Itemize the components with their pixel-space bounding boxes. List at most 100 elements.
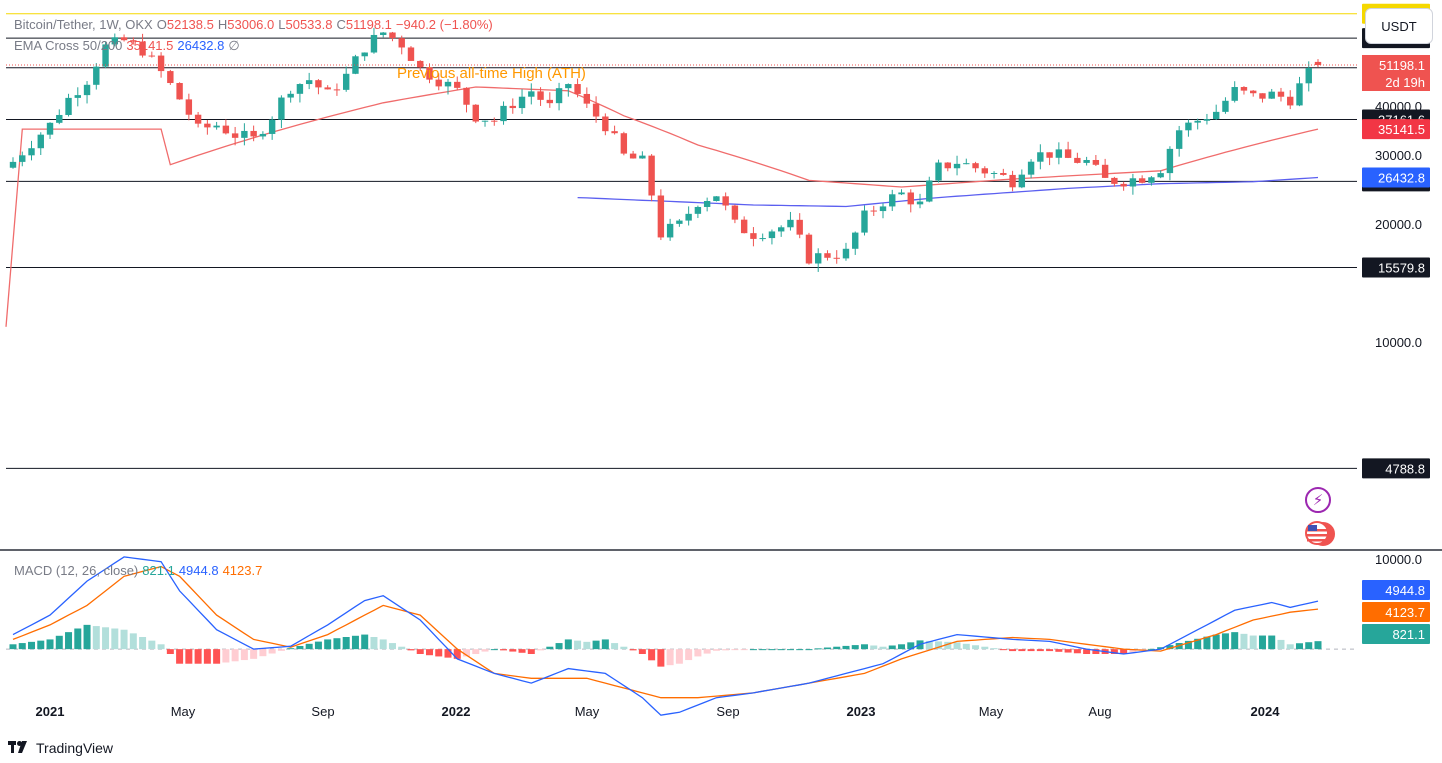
candle-body[interactable] bbox=[1296, 83, 1303, 106]
last-price-label[interactable]: 51198.1 2d 19h bbox=[1362, 54, 1430, 91]
candle-body[interactable] bbox=[1074, 157, 1081, 163]
candle-body[interactable] bbox=[342, 73, 350, 90]
candle-body[interactable] bbox=[454, 81, 461, 88]
candle-body[interactable] bbox=[417, 60, 424, 68]
candle-body[interactable] bbox=[287, 93, 294, 98]
ema50-price-label[interactable]: 35141.5 bbox=[1362, 119, 1430, 140]
candle-body[interactable] bbox=[824, 253, 831, 258]
candle-body[interactable] bbox=[963, 163, 970, 165]
candle-body[interactable] bbox=[1083, 159, 1090, 163]
candle-body[interactable] bbox=[1222, 100, 1229, 112]
candle-body[interactable] bbox=[231, 133, 239, 138]
macd-label[interactable]: MACD (12, 26, close) bbox=[14, 563, 139, 578]
candle-body[interactable] bbox=[768, 231, 776, 239]
candle-body[interactable] bbox=[666, 223, 674, 238]
candle-body[interactable] bbox=[268, 119, 276, 134]
candle-body[interactable] bbox=[194, 114, 202, 124]
candle-body[interactable] bbox=[731, 205, 739, 220]
candle-body[interactable] bbox=[1055, 149, 1063, 158]
candle-body[interactable] bbox=[518, 96, 526, 109]
candle-body[interactable] bbox=[407, 47, 415, 61]
candle-body[interactable] bbox=[185, 99, 193, 115]
candle-body[interactable] bbox=[1268, 91, 1275, 99]
candle-body[interactable] bbox=[944, 162, 951, 169]
candle-body[interactable] bbox=[740, 219, 748, 234]
candle-body[interactable] bbox=[1305, 67, 1312, 84]
histogram-value-label[interactable]: 821.1 bbox=[1362, 624, 1430, 644]
candle-body[interactable] bbox=[759, 238, 766, 240]
candle-body[interactable] bbox=[1046, 152, 1053, 158]
candle-body[interactable] bbox=[1037, 152, 1044, 162]
candle-body[interactable] bbox=[852, 232, 859, 249]
us-flag-icon[interactable] bbox=[1303, 520, 1337, 546]
candle-body[interactable] bbox=[1101, 164, 1109, 178]
candle-body[interactable] bbox=[1250, 90, 1257, 94]
candle-body[interactable] bbox=[777, 227, 785, 232]
macd-value-label[interactable]: 4944.8 bbox=[1362, 580, 1430, 600]
candle-body[interactable] bbox=[546, 99, 554, 104]
signal-value-label[interactable]: 4123.7 bbox=[1362, 602, 1430, 622]
candle-body[interactable] bbox=[1166, 148, 1174, 174]
candle-body[interactable] bbox=[139, 41, 146, 56]
candle-body[interactable] bbox=[426, 67, 433, 80]
candle-body[interactable] bbox=[787, 219, 794, 228]
candle-body[interactable] bbox=[324, 87, 331, 90]
candle-body[interactable] bbox=[130, 40, 137, 42]
candle-body[interactable] bbox=[870, 210, 877, 212]
candle-body[interactable] bbox=[583, 93, 591, 104]
candle-body[interactable] bbox=[528, 91, 535, 97]
candle-body[interactable] bbox=[537, 91, 544, 100]
candle-body[interactable] bbox=[361, 52, 368, 57]
candle-body[interactable] bbox=[842, 248, 850, 259]
candle-body[interactable] bbox=[93, 66, 100, 85]
candle-body[interactable] bbox=[805, 234, 813, 264]
candle-body[interactable] bbox=[389, 32, 396, 39]
candle-body[interactable] bbox=[315, 80, 322, 88]
candle-body[interactable] bbox=[861, 210, 868, 233]
candle-body[interactable] bbox=[565, 84, 572, 89]
ema-label[interactable]: EMA Cross 50/200 bbox=[14, 38, 123, 53]
candle-body[interactable] bbox=[694, 206, 702, 214]
candle-body[interactable] bbox=[1111, 177, 1118, 184]
candle-body[interactable] bbox=[833, 257, 840, 259]
ema200-price-label[interactable]: 26432.8 bbox=[1362, 167, 1430, 188]
candle-body[interactable] bbox=[1148, 177, 1155, 183]
candle-body[interactable] bbox=[435, 79, 442, 87]
candle-body[interactable] bbox=[713, 196, 720, 201]
candle-body[interactable] bbox=[1314, 61, 1322, 65]
currency-button[interactable]: USDT bbox=[1365, 8, 1433, 44]
candle-body[interactable] bbox=[352, 56, 359, 74]
candle-body[interactable] bbox=[602, 116, 609, 132]
candle-body[interactable] bbox=[1185, 122, 1192, 131]
candle-body[interactable] bbox=[990, 172, 998, 174]
symbol-title[interactable]: Bitcoin/Tether, 1W, OKX bbox=[14, 17, 153, 32]
candle-body[interactable] bbox=[750, 233, 757, 239]
candle-body[interactable] bbox=[685, 213, 692, 221]
candle-body[interactable] bbox=[380, 32, 387, 35]
tradingview-brand[interactable]: TradingView bbox=[8, 740, 113, 756]
candle-body[interactable] bbox=[935, 162, 942, 181]
candle-body[interactable] bbox=[444, 81, 452, 87]
candle-body[interactable] bbox=[1231, 87, 1238, 101]
candle-body[interactable] bbox=[250, 130, 257, 137]
candle-body[interactable] bbox=[74, 95, 81, 98]
candle-body[interactable] bbox=[46, 122, 54, 135]
candle-body[interactable] bbox=[1175, 130, 1183, 149]
candle-body[interactable] bbox=[1259, 93, 1266, 99]
ath-annotation[interactable]: Previous all-time High (ATH) bbox=[397, 65, 586, 82]
candle-body[interactable] bbox=[703, 200, 711, 207]
candle-body[interactable] bbox=[889, 194, 896, 207]
candle-body[interactable] bbox=[463, 87, 470, 105]
candle-body[interactable] bbox=[1212, 111, 1220, 120]
candle-body[interactable] bbox=[120, 37, 128, 41]
candle-body[interactable] bbox=[722, 196, 729, 206]
candle-body[interactable] bbox=[111, 37, 119, 45]
candle-body[interactable] bbox=[102, 44, 109, 67]
candle-body[interactable] bbox=[148, 55, 156, 57]
candle-body[interactable] bbox=[592, 103, 600, 117]
candle-body[interactable] bbox=[370, 34, 378, 53]
candle-body[interactable] bbox=[907, 192, 914, 205]
candle-body[interactable] bbox=[56, 114, 63, 123]
candle-body[interactable] bbox=[222, 125, 230, 134]
